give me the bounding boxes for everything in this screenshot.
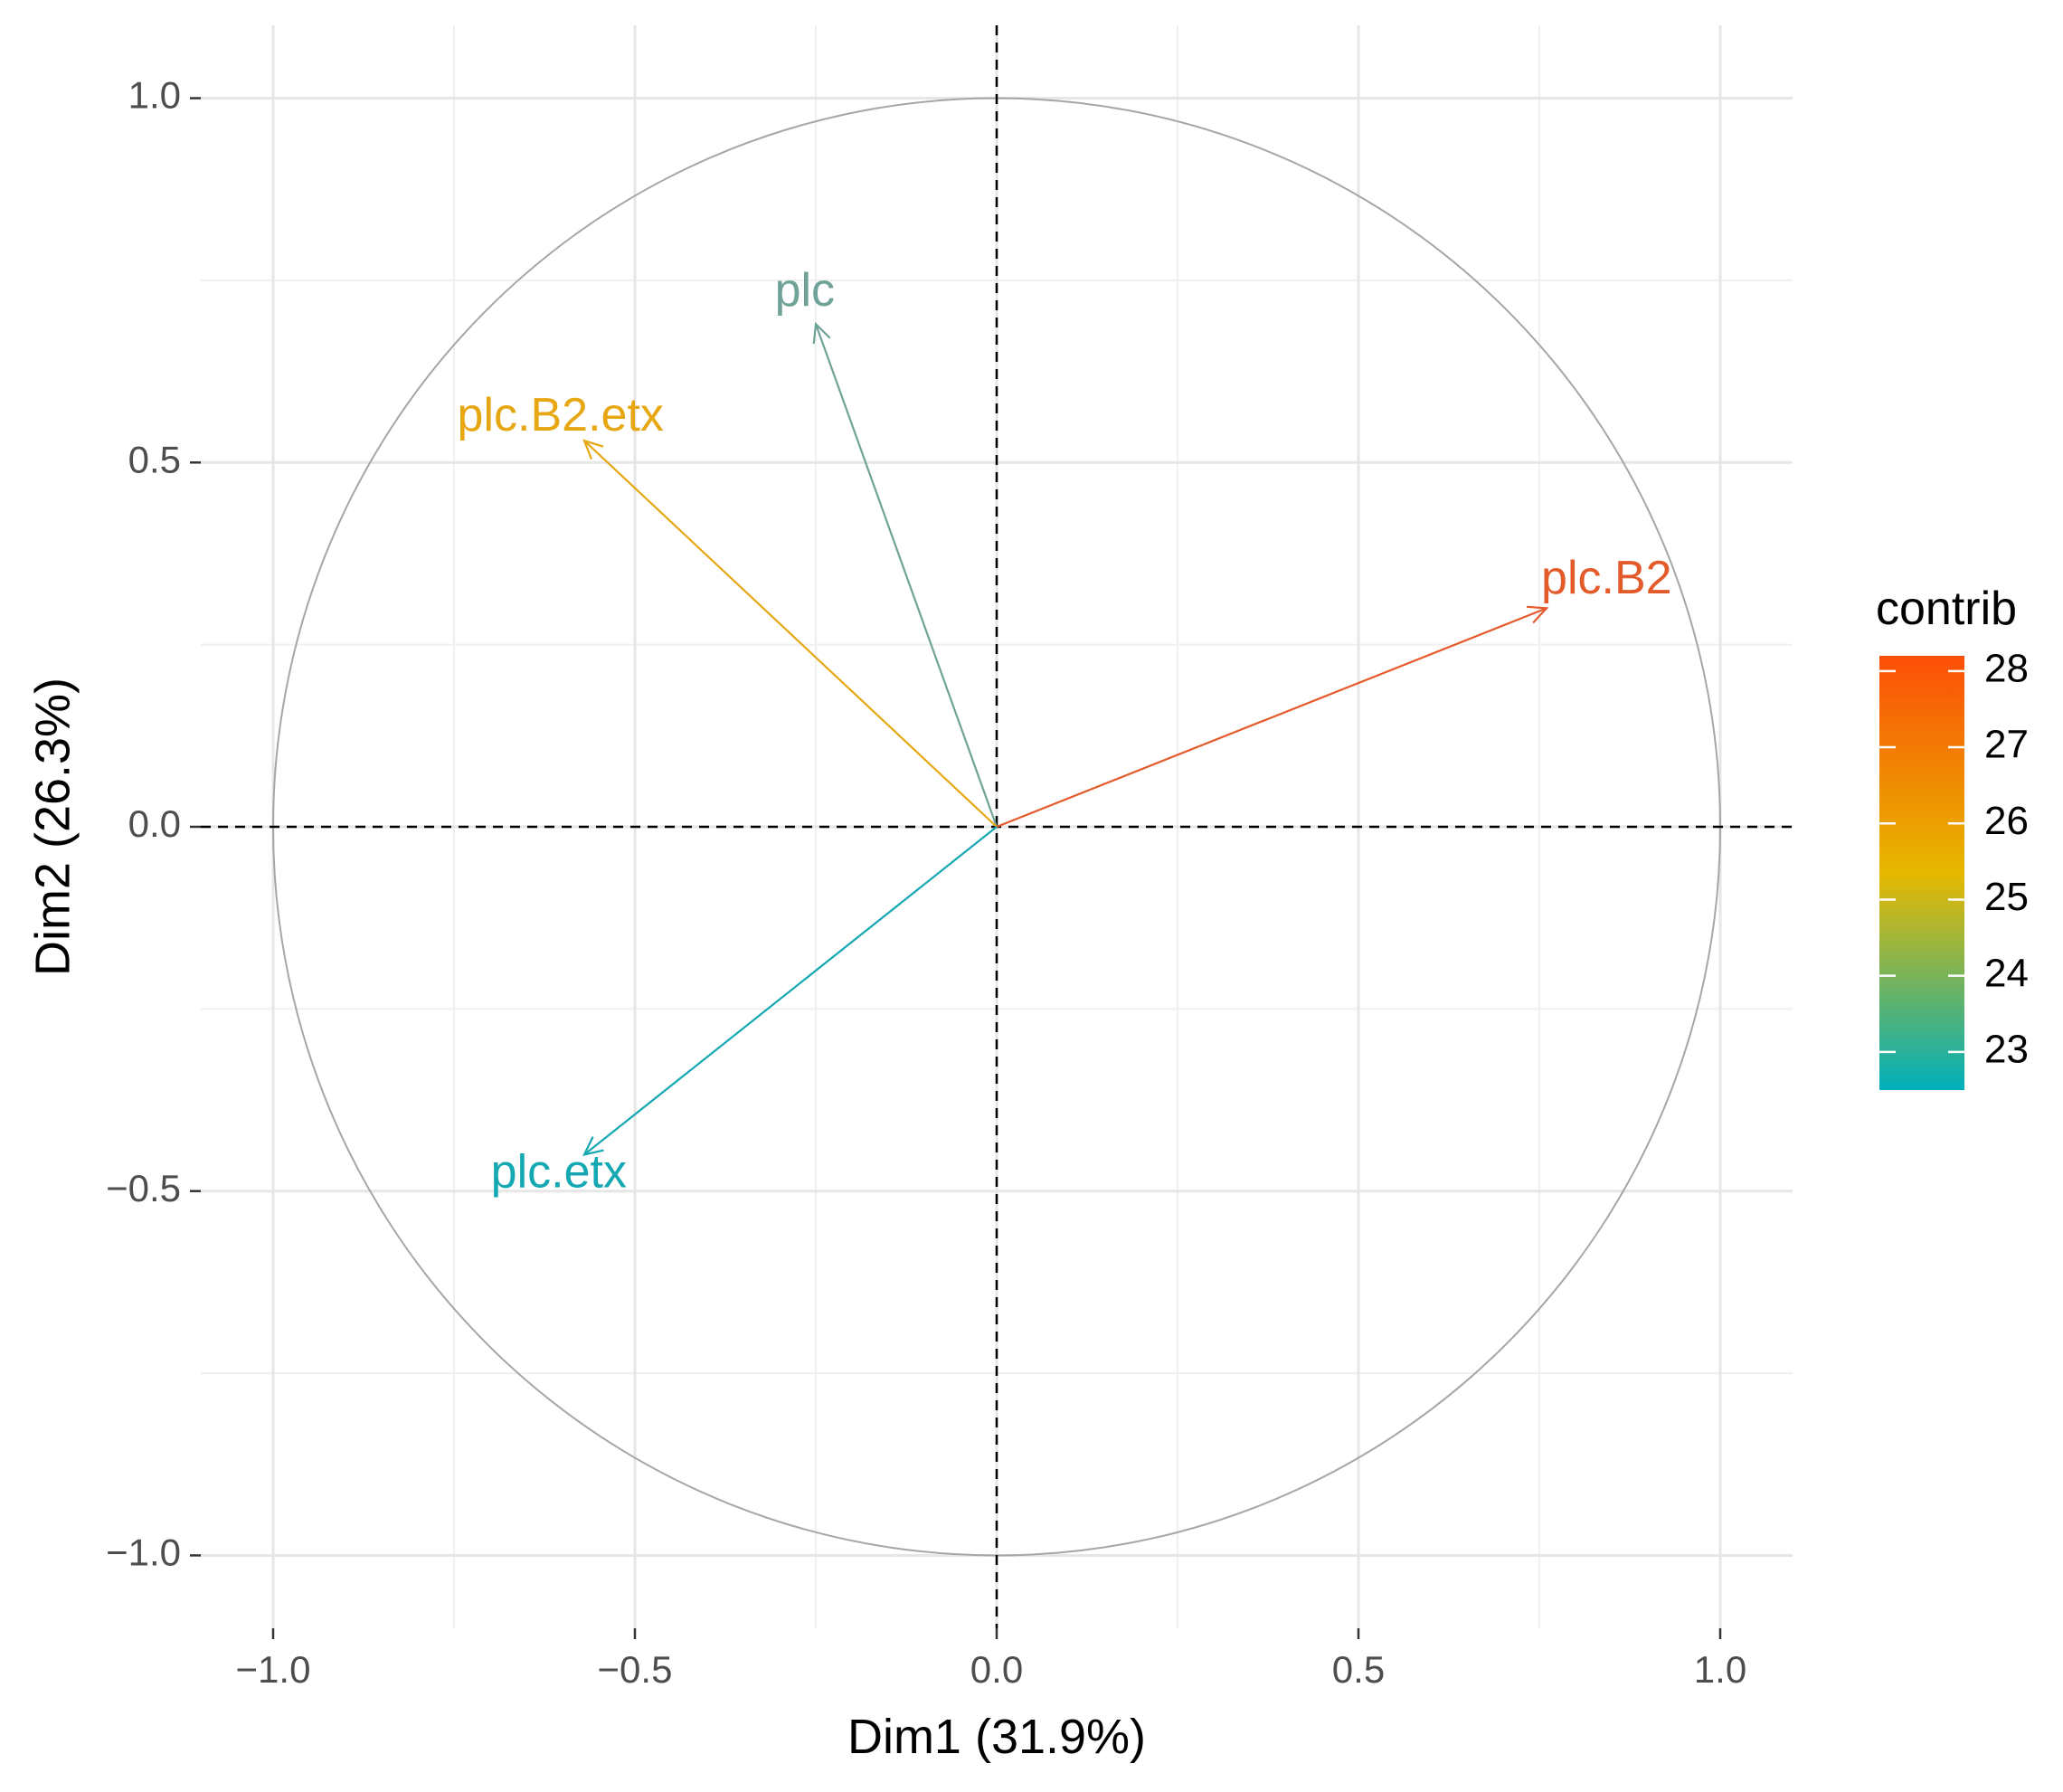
- y-axis-title: Dim2 (26.3%): [25, 678, 80, 976]
- variable-label-plc.B2.etx: plc.B2.etx: [458, 389, 664, 441]
- legend-tick-label: 24: [1984, 951, 2029, 995]
- legend-color-bar: [1879, 656, 1964, 1090]
- legend-tick-label: 25: [1984, 875, 2029, 919]
- y-axis: −1.0 −0.5 0.0 0.5 1.0: [106, 74, 201, 1574]
- variable-label-plc: plc: [775, 264, 835, 317]
- variable-labels: plc plc.B2.etx plc.B2 plc.etx: [458, 264, 1672, 1198]
- arrow-plc.B2: [996, 607, 1547, 829]
- y-tick-label: −0.5: [106, 1167, 181, 1209]
- x-axis-title: Dim1 (31.9%): [847, 1710, 1146, 1764]
- variable-label-plc.B2: plc.B2: [1541, 552, 1672, 604]
- x-tick-label: 0.0: [970, 1648, 1023, 1691]
- arrow-plc.B2.etx: [583, 440, 998, 828]
- arrowhead-plc.B2: [1526, 605, 1549, 624]
- x-tick-label: 1.0: [1694, 1648, 1746, 1691]
- arrowhead-plc.B2.etx: [582, 439, 604, 460]
- contrib-legend: contrib 23 24 25 26 27 28: [1876, 583, 2029, 1090]
- x-tick-label: −0.5: [598, 1648, 673, 1691]
- x-tick-label: 0.5: [1332, 1648, 1385, 1691]
- legend-title: contrib: [1876, 583, 2017, 635]
- variable-arrows: [582, 321, 1549, 1157]
- arrow-plc: [814, 323, 998, 828]
- y-tick-label: 1.0: [128, 74, 181, 117]
- arrow-plc.etx: [583, 826, 998, 1156]
- y-tick-label: 0.5: [128, 438, 181, 480]
- arrowhead-plc.etx: [582, 1136, 604, 1157]
- legend-tick-label: 26: [1984, 799, 2029, 843]
- arrowhead-plc: [812, 321, 831, 345]
- x-axis: −1.0 −0.5 0.0 0.5 1.0: [236, 1628, 1746, 1691]
- legend-tick-label: 23: [1984, 1028, 2029, 1072]
- x-tick-label: −1.0: [236, 1648, 311, 1691]
- y-tick-label: 0.0: [128, 802, 181, 845]
- variable-label-plc.etx: plc.etx: [491, 1146, 627, 1199]
- y-tick-label: −1.0: [106, 1531, 181, 1574]
- legend-tick-label: 28: [1984, 646, 2029, 690]
- legend-tick-label: 27: [1984, 723, 2029, 767]
